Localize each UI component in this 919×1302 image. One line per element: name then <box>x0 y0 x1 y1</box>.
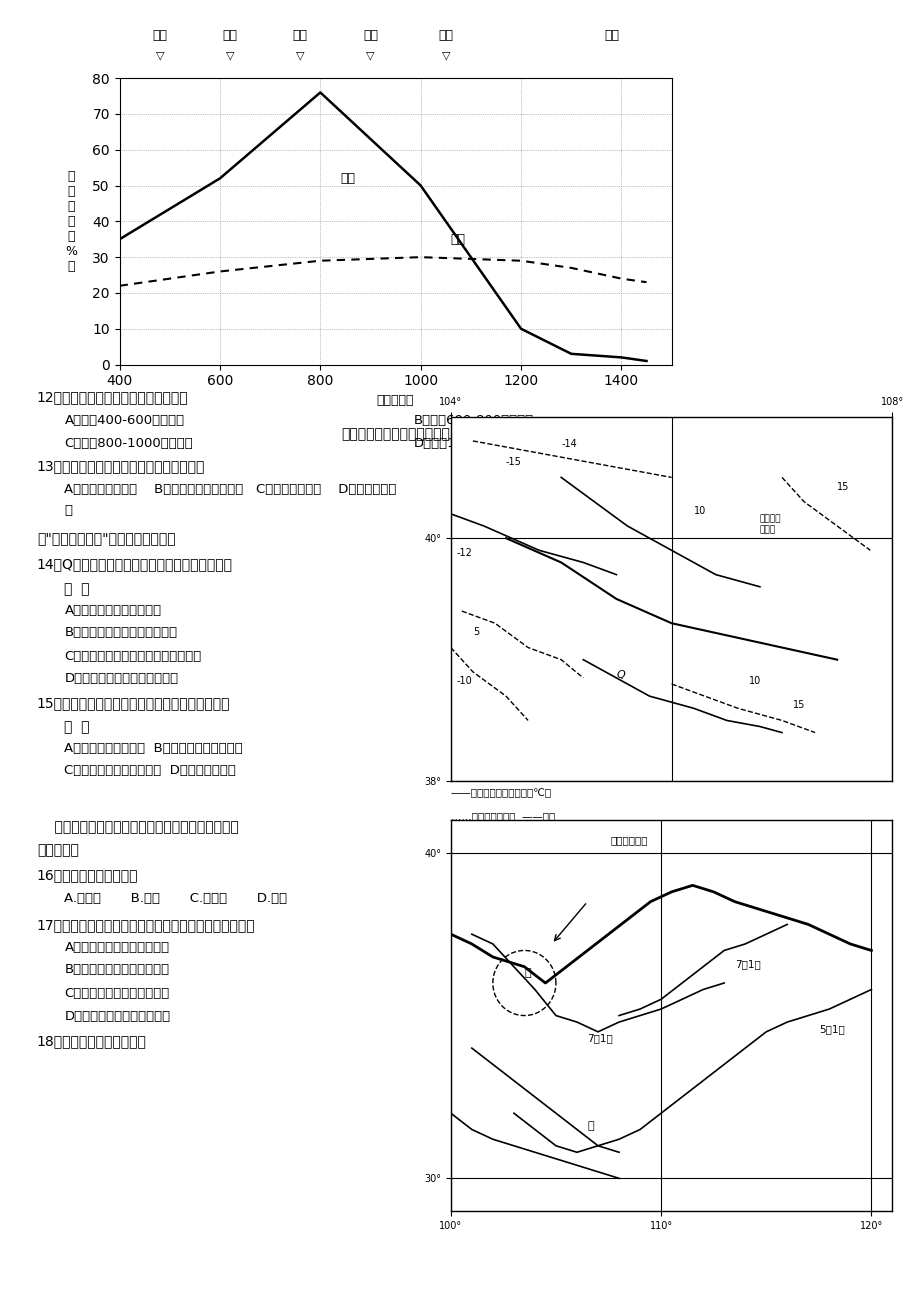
Text: 16．该农作物最有可能是: 16．该农作物最有可能是 <box>37 868 138 883</box>
Text: 平坡: 平坡 <box>152 29 167 42</box>
Text: 完成下题。: 完成下题。 <box>37 844 79 858</box>
Title: 西双版纳橡胶种植强度分布图: 西双版纳橡胶种植强度分布图 <box>341 427 449 441</box>
Text: Q: Q <box>616 671 625 680</box>
Text: ▽: ▽ <box>296 51 304 61</box>
Text: 坡向: 坡向 <box>450 233 465 246</box>
Text: D．锋面遇地形阻挡，在此停滞: D．锋面遇地形阻挡，在此停滞 <box>64 672 178 685</box>
Text: C．地势较高，位于东南季风的迎风坡: C．地势较高，位于东南季风的迎风坡 <box>64 650 201 663</box>
Text: ——一月平均气温等温线（℃）: ——一月平均气温等温线（℃） <box>450 788 551 798</box>
Text: 西坡: 西坡 <box>437 29 453 42</box>
Text: 7月1日: 7月1日 <box>734 958 760 969</box>
Text: 甲: 甲 <box>524 969 530 979</box>
Text: C．海拔较高，热量条件较差: C．海拔较高，热量条件较差 <box>64 987 169 1000</box>
Text: A．降水少，气候干旱  B．地形平坦，土壤肥沃: A．降水少，气候干旱 B．地形平坦，土壤肥沃 <box>64 742 243 755</box>
Text: 坡向: 坡向 <box>603 29 618 42</box>
Text: 谈"我国某区域图"，回答下列问题。: 谈"我国某区域图"，回答下列问题。 <box>37 531 176 546</box>
Text: 南坡: 南坡 <box>363 29 378 42</box>
Text: 15: 15 <box>836 482 848 492</box>
Text: ▽: ▽ <box>225 51 234 61</box>
Text: D．海拔1000-1200米的北坡: D．海拔1000-1200米的北坡 <box>414 437 551 450</box>
Text: A．海拔400-600米的平坡: A．海拔400-600米的平坡 <box>64 414 185 427</box>
Text: B．地势较高，气流受地形抬升: B．地势较高，气流受地形抬升 <box>64 626 177 639</box>
Text: ▽: ▽ <box>441 51 449 61</box>
Text: 图示意我国某农作物收割期的等值线分布。读图，: 图示意我国某农作物收割期的等值线分布。读图， <box>37 820 238 835</box>
Text: -10: -10 <box>456 676 471 686</box>
Text: （  ）: （ ） <box>64 720 90 734</box>
Text: C．光照充足，昼夜温差大  D．机械化水平高: C．光照充足，昼夜温差大 D．机械化水平高 <box>64 764 236 777</box>
Text: 14．Q处年降雪日数不同于周边地区的主要原因是: 14．Q处年降雪日数不同于周边地区的主要原因是 <box>37 557 233 572</box>
Text: D．海拔较低，热量条件较好: D．海拔较低，热量条件较好 <box>64 1010 170 1023</box>
Text: A．生物多样性增多    B．温度升高，温差减小   C．水土流失减轻    D．生态灾害增: A．生物多样性增多 B．温度升高，温差减小 C．水土流失减轻 D．生态灾害增 <box>64 483 396 496</box>
Text: 多: 多 <box>64 504 73 517</box>
Text: B．濒临海洋，降水条件较好: B．濒临海洋，降水条件较好 <box>64 963 169 976</box>
Text: -14: -14 <box>561 439 576 449</box>
Text: B．海拔600-800米的南坡: B．海拔600-800米的南坡 <box>414 414 534 427</box>
Text: 17．导致该农作物分布界线在甲地发生弯曲的主要原因是: 17．导致该农作物分布界线在甲地发生弯曲的主要原因是 <box>37 918 255 932</box>
Text: ▽: ▽ <box>366 51 374 61</box>
Text: 15: 15 <box>792 700 804 711</box>
Text: 鄂尔多斯
内蒙区: 鄂尔多斯 内蒙区 <box>759 514 780 534</box>
Text: 乙: 乙 <box>587 1121 594 1131</box>
Text: （  ）: （ ） <box>64 582 90 596</box>
Text: 北坡: 北坡 <box>222 29 237 42</box>
Text: 12．西双版纳最适宜橡胶种植的地区是: 12．西双版纳最适宜橡胶种植的地区是 <box>37 391 188 405</box>
Text: ……年降雪等日数线  ——河流: ……年降雪等日数线 ——河流 <box>450 811 554 822</box>
X-axis label: 海拔（米）: 海拔（米） <box>377 393 414 406</box>
Text: A．远离海洋，降水条件较差: A．远离海洋，降水条件较差 <box>64 941 169 954</box>
Text: C．海拔800-1000米的东坡: C．海拔800-1000米的东坡 <box>64 437 193 450</box>
Y-axis label: 种
植
强
度
（
%
）: 种 植 强 度 （ % ） <box>65 169 77 273</box>
Text: 农作物分布线: 农作物分布线 <box>610 835 648 845</box>
Text: 7月1日: 7月1日 <box>587 1034 613 1044</box>
Text: 15．与东北平原相比，该区发展农业的优势条件是: 15．与东北平原相比，该区发展农业的优势条件是 <box>37 697 230 711</box>
Text: 10: 10 <box>693 506 705 516</box>
Text: A．地势低平，水汽易进入: A．地势低平，水汽易进入 <box>64 604 162 617</box>
Text: 13．西双版纳地区扩大橡胶的种植，会带来: 13．西双版纳地区扩大橡胶的种植，会带来 <box>37 460 205 474</box>
Text: 海拔: 海拔 <box>340 172 355 185</box>
Text: -12: -12 <box>456 548 471 559</box>
Text: -15: -15 <box>505 457 521 467</box>
Text: A.春小麦       B.青稞       C.冬小麦       D.玉米: A.春小麦 B.青稞 C.冬小麦 D.玉米 <box>64 892 288 905</box>
Text: 10: 10 <box>748 676 760 686</box>
Text: 18．乙等值线表示的日期为: 18．乙等值线表示的日期为 <box>37 1034 146 1048</box>
Text: 东坡: 东坡 <box>292 29 308 42</box>
Text: 5月1日: 5月1日 <box>818 1023 844 1034</box>
Text: 5: 5 <box>472 628 479 638</box>
Text: ▽: ▽ <box>155 51 164 61</box>
